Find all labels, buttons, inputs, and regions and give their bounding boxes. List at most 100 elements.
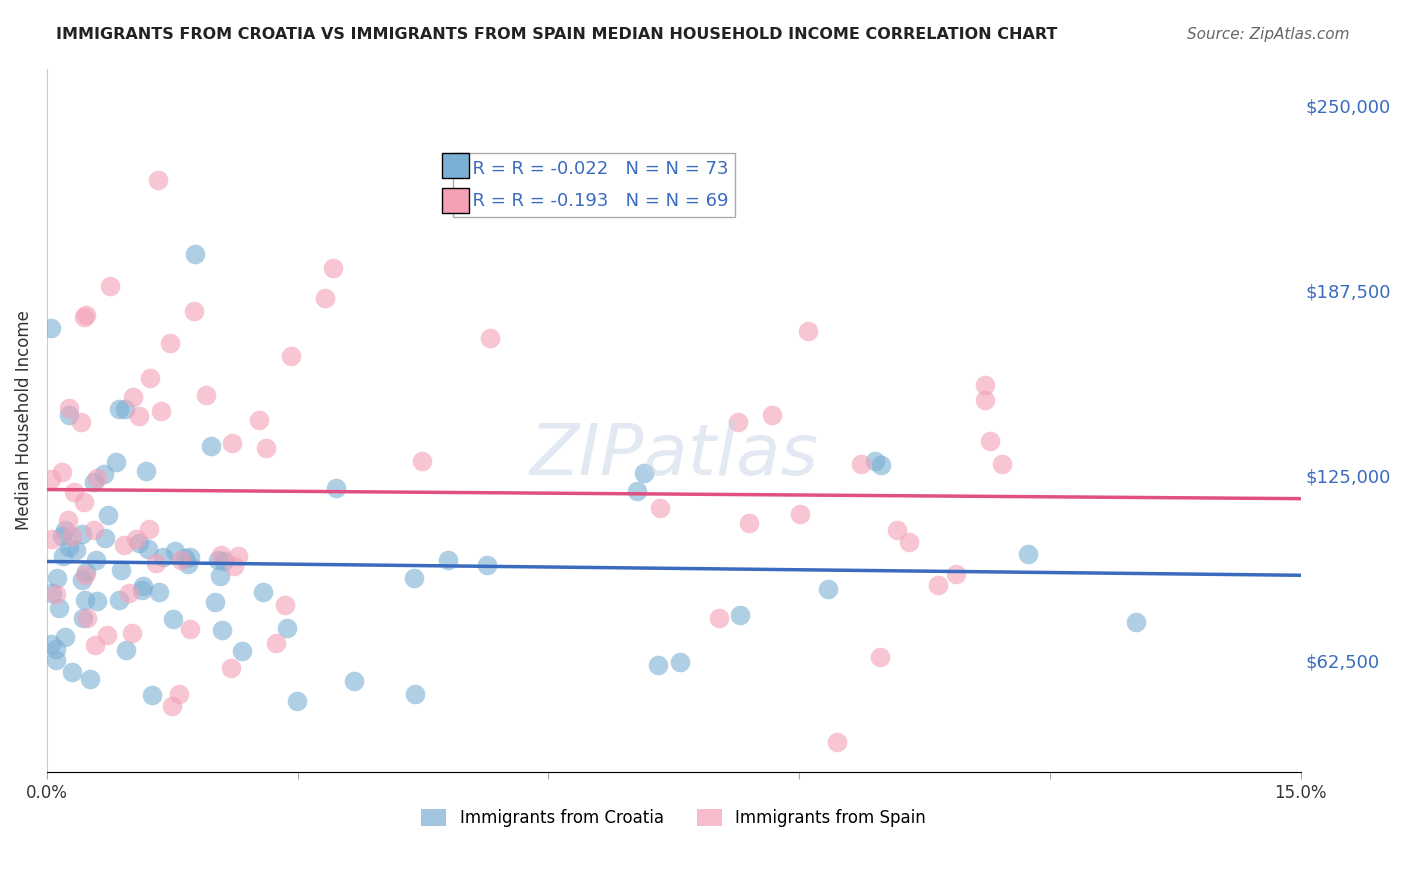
Immigrants from Croatia xyxy=(39,320,62,334)
Y-axis label: Median Household Income: Median Household Income xyxy=(15,310,32,530)
Immigrants from Croatia xyxy=(252,585,274,599)
Immigrants from Spain xyxy=(849,457,872,471)
Immigrants from Spain xyxy=(73,495,96,509)
Immigrants from Croatia xyxy=(58,540,80,554)
Immigrants from Spain xyxy=(869,649,891,664)
Immigrants from Spain xyxy=(179,622,201,636)
Immigrants from Croatia xyxy=(55,630,77,644)
Immigrants from Spain xyxy=(41,532,63,546)
Immigrants from Croatia xyxy=(162,612,184,626)
Immigrants from Spain xyxy=(112,538,135,552)
Immigrants from Spain xyxy=(58,401,80,415)
Immigrants from Spain xyxy=(761,409,783,423)
Text: ZIPatlas: ZIPatlas xyxy=(529,421,818,490)
Immigrants from Croatia xyxy=(83,475,105,490)
Immigrants from Spain xyxy=(121,626,143,640)
Immigrants from Spain xyxy=(86,470,108,484)
Text: R = R = -0.022   N = N = 73
  R = R = -0.193   N = N = 69: R = R = -0.022 N = N = 73 R = R = -0.193… xyxy=(461,160,728,210)
Immigrants from Croatia xyxy=(65,542,87,557)
Immigrants from Croatia xyxy=(633,466,655,480)
Immigrants from Spain xyxy=(139,370,162,384)
Immigrants from Croatia xyxy=(114,401,136,416)
Immigrants from Spain xyxy=(96,628,118,642)
Immigrants from Croatia xyxy=(647,657,669,672)
Immigrants from Spain xyxy=(274,599,297,613)
Immigrants from Croatia xyxy=(436,553,458,567)
FancyBboxPatch shape xyxy=(441,188,470,213)
Immigrants from Spain xyxy=(209,548,232,562)
Immigrants from Croatia xyxy=(141,688,163,702)
Immigrants from Croatia xyxy=(869,458,891,472)
Immigrants from Spain xyxy=(45,587,67,601)
Immigrants from Croatia xyxy=(211,623,233,637)
FancyBboxPatch shape xyxy=(441,153,470,178)
Immigrants from Croatia xyxy=(70,527,93,541)
Legend: Immigrants from Croatia, Immigrants from Spain: Immigrants from Croatia, Immigrants from… xyxy=(415,803,932,834)
Immigrants from Spain xyxy=(70,415,93,429)
Immigrants from Croatia xyxy=(84,553,107,567)
Immigrants from Croatia xyxy=(404,687,426,701)
Immigrants from Croatia xyxy=(115,642,138,657)
Immigrants from Spain xyxy=(222,558,245,573)
Immigrants from Spain xyxy=(991,457,1014,471)
Immigrants from Spain xyxy=(974,393,997,408)
Immigrants from Spain xyxy=(228,549,250,563)
Immigrants from Spain xyxy=(707,611,730,625)
Immigrants from Croatia xyxy=(108,593,131,607)
Immigrants from Spain xyxy=(73,310,96,324)
Immigrants from Croatia xyxy=(276,621,298,635)
Immigrants from Spain xyxy=(254,441,277,455)
Immigrants from Croatia xyxy=(75,592,97,607)
Immigrants from Croatia xyxy=(58,408,80,422)
Immigrants from Spain xyxy=(167,687,190,701)
Immigrants from Croatia xyxy=(165,544,187,558)
Immigrants from Spain xyxy=(183,304,205,318)
Immigrants from Spain xyxy=(76,611,98,625)
Immigrants from Spain xyxy=(58,513,80,527)
Immigrants from Croatia xyxy=(53,523,76,537)
Immigrants from Spain xyxy=(145,556,167,570)
Immigrants from Croatia xyxy=(1017,547,1039,561)
Immigrants from Spain xyxy=(160,698,183,713)
Immigrants from Spain xyxy=(322,261,344,276)
Immigrants from Croatia xyxy=(148,584,170,599)
Immigrants from Spain xyxy=(170,553,193,567)
Immigrants from Croatia xyxy=(152,549,174,564)
Immigrants from Croatia xyxy=(132,579,155,593)
Immigrants from Croatia xyxy=(105,455,128,469)
Immigrants from Spain xyxy=(83,523,105,537)
Immigrants from Spain xyxy=(150,404,173,418)
Immigrants from Croatia xyxy=(70,573,93,587)
Immigrants from Spain xyxy=(247,412,270,426)
Immigrants from Spain xyxy=(478,331,501,345)
Immigrants from Croatia xyxy=(72,611,94,625)
Immigrants from Croatia xyxy=(626,483,648,498)
Immigrants from Spain xyxy=(41,472,63,486)
Immigrants from Spain xyxy=(280,350,302,364)
Immigrants from Croatia xyxy=(39,637,62,651)
Text: Source: ZipAtlas.com: Source: ZipAtlas.com xyxy=(1187,27,1350,42)
Immigrants from Croatia xyxy=(52,549,75,563)
Immigrants from Croatia xyxy=(207,553,229,567)
Immigrants from Spain xyxy=(63,485,86,500)
Immigrants from Spain xyxy=(797,324,820,338)
Immigrants from Spain xyxy=(98,279,121,293)
Immigrants from Croatia xyxy=(325,481,347,495)
Immigrants from Croatia xyxy=(287,694,309,708)
Immigrants from Spain xyxy=(411,454,433,468)
Immigrants from Croatia xyxy=(45,571,67,585)
Immigrants from Croatia xyxy=(94,531,117,545)
Immigrants from Spain xyxy=(51,466,73,480)
Immigrants from Spain xyxy=(138,522,160,536)
Immigrants from Croatia xyxy=(86,594,108,608)
Immigrants from Croatia xyxy=(79,672,101,686)
Immigrants from Croatia xyxy=(131,583,153,598)
Immigrants from Spain xyxy=(75,308,97,322)
Immigrants from Croatia xyxy=(135,464,157,478)
Immigrants from Spain xyxy=(727,415,749,429)
Immigrants from Spain xyxy=(84,638,107,652)
Immigrants from Croatia xyxy=(817,582,839,596)
Immigrants from Croatia xyxy=(97,508,120,522)
Immigrants from Croatia xyxy=(231,644,253,658)
Immigrants from Croatia xyxy=(212,554,235,568)
